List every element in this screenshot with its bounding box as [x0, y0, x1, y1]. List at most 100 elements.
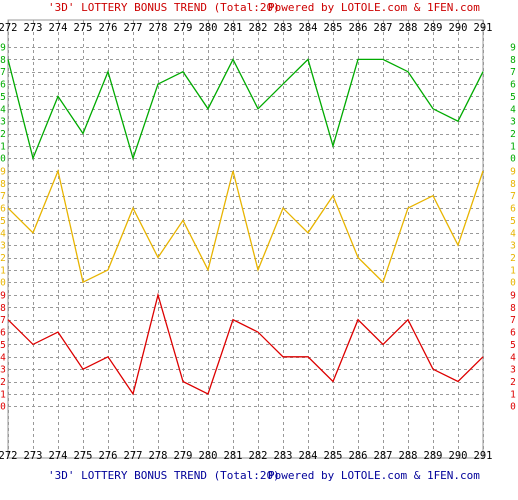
x-tick-label: 289 — [424, 22, 443, 34]
series-line-2 — [7, 168, 484, 284]
y-tick-label: 7 — [0, 191, 6, 202]
y-tick-label: 0 — [510, 402, 516, 413]
y-tick-label: 8 — [510, 303, 516, 314]
y-tick-label: 9 — [0, 167, 6, 178]
x-tick-label: 290 — [449, 450, 468, 462]
x-tick-label: 276 — [99, 450, 118, 462]
x-tick-label: 281 — [224, 450, 243, 462]
y-tick-labels: 0 01 12 23 34 45 56 67 78 89 90 01 12 23 34 45 56 67 78 89 9… — [0, 43, 516, 413]
x-tick-label: 290 — [449, 22, 468, 34]
x-tick-label: 275 — [74, 22, 93, 34]
y-tick-label: 1 — [510, 265, 516, 276]
y-tick-label: 2 — [0, 129, 6, 140]
y-tick-label: 7 — [0, 315, 6, 326]
y-tick-label: 3 — [510, 365, 516, 376]
y-tick-label: 5 — [510, 216, 516, 227]
y-tick-label: 0 — [510, 154, 516, 165]
y-tick-label: 6 — [510, 80, 516, 91]
y-tick-label: 3 — [0, 365, 6, 376]
y-tick-label: 6 — [0, 80, 6, 91]
x-tick-label: 274 — [49, 22, 68, 34]
y-tick-label: 7 — [510, 315, 516, 326]
x-tick-labels-top: 272 273 274 275 276 277 278 279 280 281 282 283 284 2… — [0, 22, 492, 34]
x-tick-label: 286 — [349, 450, 368, 462]
y-tick-label: 0 — [0, 154, 6, 165]
series-lines — [7, 57, 484, 396]
y-tick-label: 0 — [0, 402, 6, 413]
y-tick-label: 2 — [0, 377, 6, 388]
y-tick-label: 4 — [0, 228, 6, 239]
x-tick-label: 288 — [399, 450, 418, 462]
plot-frame — [7, 19, 484, 459]
y-tick-label: 3 — [0, 117, 6, 128]
series-line-1 — [7, 57, 484, 161]
y-tick-label: 4 — [510, 228, 516, 239]
y-tick-label: 6 — [510, 204, 516, 215]
y-tick-label: 0 — [0, 278, 6, 289]
y-tick-label: 1 — [510, 389, 516, 400]
x-tick-label: 279 — [174, 22, 193, 34]
header-title-bottom: '3D' LOTTERY BONUS TREND (Total:20) — [48, 469, 280, 482]
x-tick-label: 274 — [49, 450, 68, 462]
x-tick-label: 279 — [174, 450, 193, 462]
x-tick-label: 288 — [399, 22, 418, 34]
x-tick-labels-bottom: 272 273 274 275 276 277 278 279 280 281 282 283 284 2… — [0, 450, 492, 462]
x-tick-label: 281 — [224, 22, 243, 34]
grid — [7, 19, 484, 459]
y-tick-label: 3 — [510, 117, 516, 128]
y-tick-label: 2 — [0, 253, 6, 264]
y-tick-label: 2 — [510, 253, 516, 264]
y-tick-label: 6 — [0, 328, 6, 339]
y-tick-label: 9 — [510, 43, 516, 54]
x-tick-label: 280 — [199, 450, 218, 462]
x-tick-label: 284 — [299, 450, 318, 462]
x-tick-label: 291 — [474, 22, 493, 34]
y-tick-label: 1 — [510, 141, 516, 152]
y-tick-label: 3 — [510, 241, 516, 252]
x-tick-label: 282 — [249, 450, 268, 462]
x-tick-label: 287 — [374, 22, 393, 34]
y-tick-label: 3 — [0, 241, 6, 252]
x-tick-label: 289 — [424, 450, 443, 462]
y-tick-label: 6 — [0, 204, 6, 215]
y-tick-label: 5 — [0, 92, 6, 103]
x-tick-label: 283 — [274, 450, 293, 462]
y-tick-label: 9 — [0, 291, 6, 302]
y-tick-label: 8 — [0, 179, 6, 190]
x-tick-label: 273 — [24, 22, 43, 34]
x-tick-label: 283 — [274, 22, 293, 34]
y-tick-label: 8 — [0, 55, 6, 66]
y-tick-label: 5 — [510, 340, 516, 351]
y-tick-label: 5 — [0, 216, 6, 227]
y-tick-label: 4 — [0, 352, 6, 363]
x-tick-label: 273 — [24, 450, 43, 462]
y-tick-label: 9 — [510, 167, 516, 178]
x-tick-label: 275 — [74, 450, 93, 462]
y-tick-label: 4 — [0, 104, 6, 115]
y-tick-label: 8 — [0, 303, 6, 314]
header-credit-top: Powered by LOTOLE.com & 1FEN.com — [268, 1, 480, 14]
y-tick-label: 5 — [510, 92, 516, 103]
x-tick-label: 278 — [149, 22, 168, 34]
y-tick-label: 9 — [0, 43, 6, 54]
y-tick-label: 1 — [0, 389, 6, 400]
y-tick-label: 7 — [0, 67, 6, 78]
x-tick-label: 285 — [324, 450, 343, 462]
x-tick-label: 277 — [124, 450, 143, 462]
y-tick-label: 4 — [510, 104, 516, 115]
x-tick-label: 282 — [249, 22, 268, 34]
x-tick-label: 280 — [199, 22, 218, 34]
x-tick-label: 272 — [0, 22, 17, 34]
x-tick-label: 286 — [349, 22, 368, 34]
y-tick-label: 7 — [510, 191, 516, 202]
y-tick-label: 6 — [510, 328, 516, 339]
y-tick-label: 7 — [510, 67, 516, 78]
y-tick-label: 2 — [510, 377, 516, 388]
x-tick-label: 287 — [374, 450, 393, 462]
header-credit-bottom: Powered by LOTOLE.com & 1FEN.com — [268, 469, 480, 482]
series-line-3 — [7, 292, 484, 396]
x-tick-label: 284 — [299, 22, 318, 34]
x-tick-label: 276 — [99, 22, 118, 34]
y-tick-label: 9 — [510, 291, 516, 302]
